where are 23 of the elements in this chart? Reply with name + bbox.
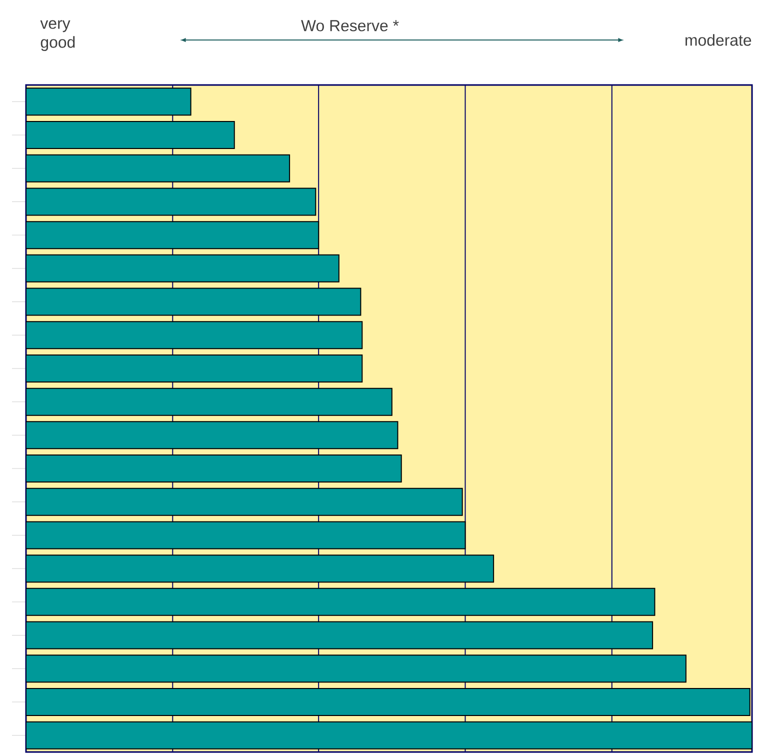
bar	[26, 554, 494, 583]
bar	[26, 388, 392, 416]
bar	[26, 288, 362, 316]
bar	[26, 621, 654, 650]
bar	[26, 721, 752, 750]
bar	[26, 588, 656, 616]
bar	[26, 154, 290, 182]
text: moderate	[686, 34, 752, 46]
text: Wo Reserve *	[301, 20, 399, 32]
bar	[26, 221, 320, 250]
bar	[26, 188, 316, 216]
bar	[26, 654, 686, 683]
bar	[26, 454, 402, 483]
bar	[26, 254, 340, 282]
bar	[26, 321, 363, 350]
bar	[26, 354, 363, 382]
bar	[26, 421, 398, 450]
bar	[26, 121, 235, 150]
bar	[26, 688, 750, 716]
text: very good	[40, 20, 75, 51]
bar	[26, 88, 192, 116]
bar	[26, 521, 466, 550]
bar	[26, 488, 463, 516]
